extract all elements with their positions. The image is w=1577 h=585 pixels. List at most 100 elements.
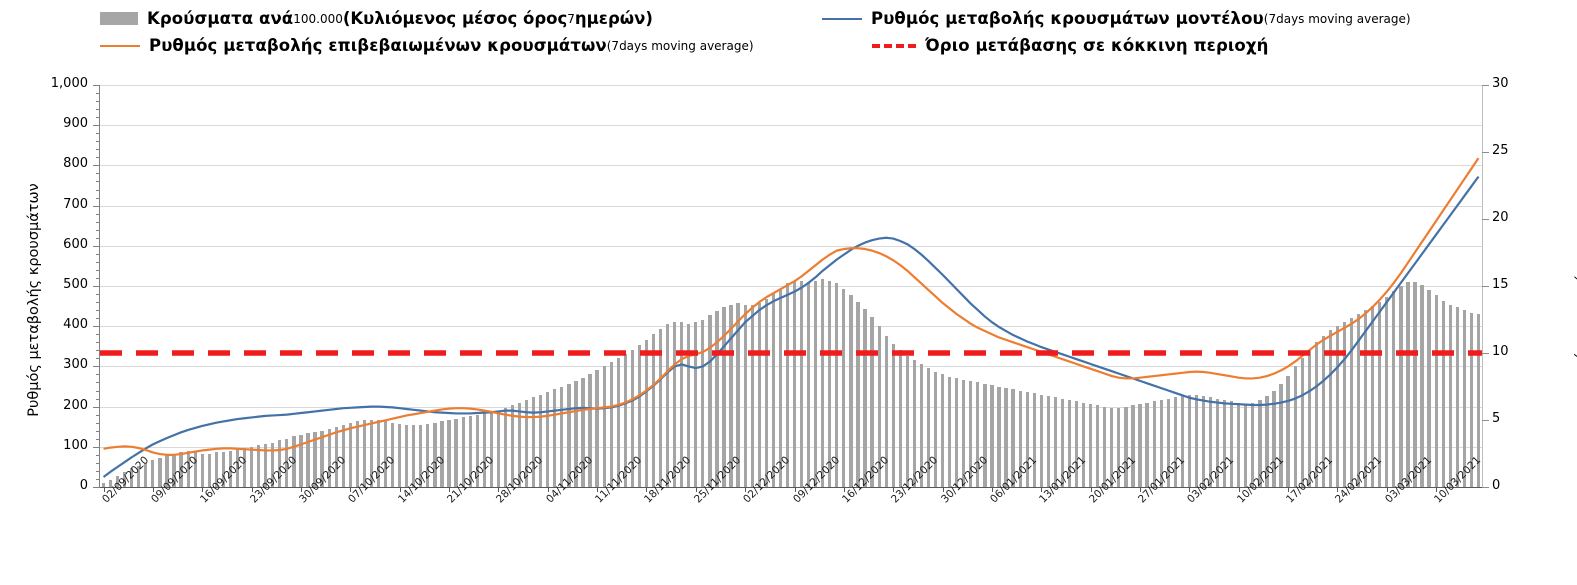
bar [750, 304, 754, 487]
y-axis-left-tick-label: 100 [63, 437, 88, 453]
x-axis-tick [1140, 487, 1142, 492]
legend-label-confirmed-sub: (7days moving average) [606, 38, 754, 53]
x-axis-tick [1436, 487, 1438, 492]
bar [1434, 295, 1438, 487]
bar [665, 323, 670, 487]
bar [701, 319, 705, 487]
bar [376, 420, 381, 487]
dashed-line-swatch-icon [872, 43, 916, 48]
bar [919, 363, 924, 487]
bar [623, 354, 627, 487]
bar [602, 366, 606, 487]
y-axis-right-tick-label: 30 [1492, 76, 1509, 91]
bar [1180, 395, 1184, 487]
bar [1392, 291, 1396, 487]
bar [1081, 402, 1086, 487]
x-axis-tick [1238, 487, 1240, 492]
y-axis-right-tick-label: 25 [1492, 143, 1509, 158]
bar [1110, 407, 1114, 487]
bar [1053, 397, 1058, 487]
bar [398, 424, 402, 487]
bar [976, 382, 980, 487]
bar [694, 322, 698, 487]
legend-label-cases-tail2: ημερών) [574, 9, 653, 28]
bar [447, 420, 451, 487]
bar [405, 425, 409, 487]
bar [221, 452, 225, 487]
legend-label-model-main: Ρυθμός μεταβολής κρουσμάτων μοντέλου [871, 9, 1264, 28]
bar [320, 430, 324, 487]
bar [990, 385, 994, 487]
bar [1237, 402, 1241, 487]
legend-item-threshold: Όριο μετάβασης σε κόκκινη περιοχή [872, 36, 1268, 55]
bar [1089, 403, 1093, 487]
bar [348, 422, 352, 487]
bar [997, 386, 1001, 487]
bar [1469, 312, 1474, 487]
bar [567, 383, 571, 487]
bar [461, 417, 465, 487]
bar [165, 454, 169, 487]
bar [426, 424, 430, 487]
y-axis-right-tick-label: 0 [1492, 478, 1501, 493]
y-axis-left-tick-label: 1,000 [50, 76, 88, 91]
bar [1279, 383, 1283, 487]
bar [1364, 310, 1368, 487]
bar [1420, 284, 1424, 487]
bar [969, 381, 973, 487]
bar [440, 421, 444, 487]
bar [249, 446, 254, 487]
bar-swatch-icon [100, 12, 138, 25]
bar [130, 468, 134, 487]
bar [1025, 391, 1029, 487]
bar [651, 334, 656, 487]
x-axis-tick [1337, 487, 1339, 492]
bar [1399, 286, 1403, 487]
chart-plot-area: 0 100 200 300 400 500 600 700 800 900 1,000 0 5 10 15… [51, 76, 1509, 505]
bar [616, 358, 620, 487]
bar [158, 457, 162, 487]
bar [884, 335, 888, 487]
bar [1039, 394, 1043, 487]
bar [1413, 281, 1417, 487]
line-series [100, 157, 1482, 478]
bar [1124, 406, 1128, 487]
x-axis-tick [547, 487, 549, 492]
legend-item-confirmed-rate: Ρυθμός μεταβολής επιβεβαιωμένων κρουσμάτ… [100, 36, 754, 55]
bar [1272, 390, 1276, 487]
bar [553, 389, 557, 487]
bar [764, 299, 768, 487]
bar [1258, 399, 1262, 487]
y-axis-left-tick-label: 500 [63, 277, 88, 292]
bar [1427, 290, 1431, 487]
bar [1159, 399, 1163, 487]
bar [877, 326, 881, 487]
bar [510, 405, 515, 487]
bar [116, 476, 120, 487]
bar [1342, 322, 1347, 487]
x-axis-tick [745, 487, 747, 492]
bar [1371, 306, 1375, 487]
bar [778, 288, 783, 487]
x-axis-tick [942, 487, 944, 492]
line-swatch-icon [100, 44, 140, 47]
bar [1349, 318, 1354, 487]
legend-label-confirmed-main: Ρυθμός μεταβολής επιβεβαιωμένων κρουσμάτ… [149, 36, 607, 55]
bar [1138, 403, 1142, 487]
bar [101, 482, 106, 487]
legend-item-model-rate: Ρυθμός μεταβολής κρουσμάτων μοντέλου (7d… [822, 9, 1411, 28]
y-axis-left-tick-label: 600 [63, 236, 88, 252]
legend-label-cases-days: 7 [567, 11, 575, 26]
bar [715, 311, 719, 487]
bar [214, 452, 218, 487]
bar [1166, 398, 1170, 487]
bar [327, 429, 331, 487]
bar [1455, 307, 1459, 487]
bar [560, 386, 564, 487]
x-axis-tick [498, 487, 500, 492]
bar [1173, 397, 1177, 487]
bar [856, 302, 860, 487]
y-axis-left-tick-label: 900 [63, 116, 88, 132]
bar [630, 350, 634, 487]
bar [362, 420, 367, 487]
